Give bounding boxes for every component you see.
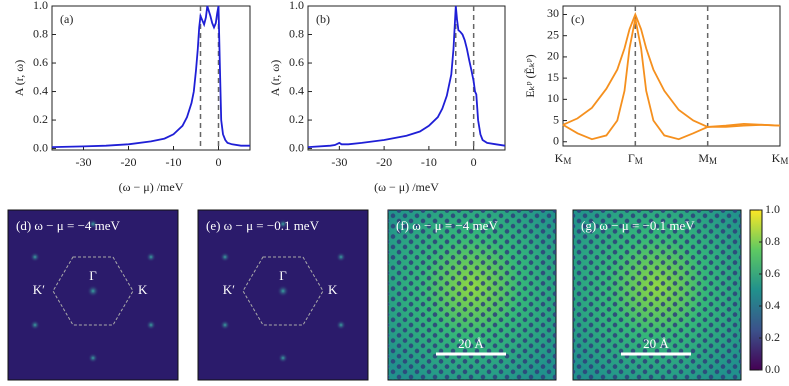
scale-bar-label: 20 Å (643, 336, 669, 351)
point-label: K (138, 282, 148, 297)
x-tick-text: -10 (166, 155, 182, 169)
panel-f: (f) ω − μ = −4 meV 20 Å (387, 209, 557, 381)
panel-title: (f) ω − μ = −4 meV (396, 218, 498, 233)
x-tick-label: -30 (331, 155, 347, 169)
point-label: K′ (33, 282, 45, 297)
x-tick-label: -10 (421, 155, 437, 169)
point-label: K (328, 282, 338, 297)
x-tick-text: K (555, 151, 564, 165)
data-line (307, 5, 506, 148)
y-axis-label: A (r, ω) (12, 60, 26, 96)
x-tick-text: Γ (628, 151, 635, 165)
x-tick-text: -20 (121, 155, 137, 169)
y-tick-label: 0.2 (289, 112, 304, 126)
y-tick-label: 5 (553, 112, 559, 126)
panel-title: (d) ω − μ = −4 meV (16, 218, 121, 233)
y-tick-label: 0.4 (33, 83, 48, 97)
x-tick-subscript: M (780, 156, 788, 166)
colorbar-tick-label: 1.0 (765, 202, 780, 216)
y-tick-label: 25 (547, 27, 559, 41)
point-label: Γ (279, 268, 287, 283)
x-tick-subscript: M (709, 156, 717, 166)
x-tick-text: -20 (376, 155, 392, 169)
y-axis-label: Eₖᵖ (Ẽₖᵖ) (523, 54, 537, 97)
y-tick-label: 1.0 (33, 0, 48, 12)
data-line (562, 12, 781, 128)
panel-g: (g) ω − μ = −0.1 meV 20 Å (572, 209, 742, 381)
panel-label: (b) (316, 12, 330, 26)
x-tick-label: MM (698, 151, 717, 166)
y-tick-label: 30 (547, 6, 559, 20)
colorbar-tick-label: 0.8 (765, 234, 780, 248)
y-tick-label: 10 (547, 91, 559, 105)
colorbar-tick-label: 0.2 (765, 330, 780, 344)
x-axis-label: (ω − μ) /meV (119, 180, 184, 194)
x-tick-label: -20 (376, 155, 392, 169)
colorbar (749, 209, 763, 371)
x-tick-text: 0 (216, 155, 222, 169)
y-tick-label: 0.6 (33, 55, 48, 69)
x-tick-label: ΓM (628, 151, 643, 166)
y-tick-label: 0.8 (289, 26, 304, 40)
point-label: K′ (223, 282, 235, 297)
x-axis-label: (ω − μ) /meV (374, 180, 439, 194)
y-tick-label: 0.8 (33, 26, 48, 40)
data-line (562, 18, 781, 141)
point-label: Γ (89, 268, 97, 283)
data-line (51, 5, 250, 148)
x-tick-label: 0 (471, 155, 477, 169)
x-tick-label: KM (772, 151, 789, 166)
scale-bar-label: 20 Å (458, 336, 484, 351)
panel-title: (g) ω − μ = −0.1 meV (581, 218, 695, 233)
panel-d: (d) ω − μ = −4 meV Γ K′ K (7, 209, 179, 381)
x-tick-label: 0 (216, 155, 222, 169)
panel-title: (e) ω − μ = −0.1 meV (206, 218, 320, 233)
x-tick-text: K (772, 151, 781, 165)
x-tick-text: 0 (471, 155, 477, 169)
x-tick-text: -30 (76, 155, 92, 169)
colorbar-tick-label: 0.0 (765, 362, 780, 376)
y-tick-label: 0.6 (289, 55, 304, 69)
y-tick-label: 0.0 (33, 140, 48, 154)
plot-frame (51, 5, 251, 151)
panel-label: (a) (60, 12, 73, 26)
colorbar-tick-label: 0.6 (765, 266, 780, 280)
x-tick-label: -10 (166, 155, 182, 169)
x-tick-subscript: M (563, 156, 571, 166)
y-tick-label: 20 (547, 49, 559, 63)
x-tick-label: -20 (121, 155, 137, 169)
y-tick-label: 0.4 (289, 83, 304, 97)
y-tick-label: 0.0 (289, 140, 304, 154)
x-tick-text: -10 (421, 155, 437, 169)
y-tick-label: 15 (547, 70, 559, 84)
plot-frame (307, 5, 506, 151)
colorbar-tick-label: 0.4 (765, 298, 780, 312)
panel-label: (c) (571, 12, 584, 26)
panel-e: (e) ω − μ = −0.1 meV Γ K′ K (197, 209, 369, 381)
y-tick-label: 0 (553, 134, 559, 148)
x-tick-text: M (698, 151, 709, 165)
x-tick-label: -30 (76, 155, 92, 169)
y-tick-label: 1.0 (289, 0, 304, 12)
x-tick-text: -30 (331, 155, 347, 169)
y-tick-label: 0.2 (33, 112, 48, 126)
y-axis-label: A (r, ω) (268, 60, 282, 96)
plot-frame (562, 5, 781, 147)
x-tick-label: KM (555, 151, 572, 166)
x-tick-subscript: M (635, 156, 643, 166)
